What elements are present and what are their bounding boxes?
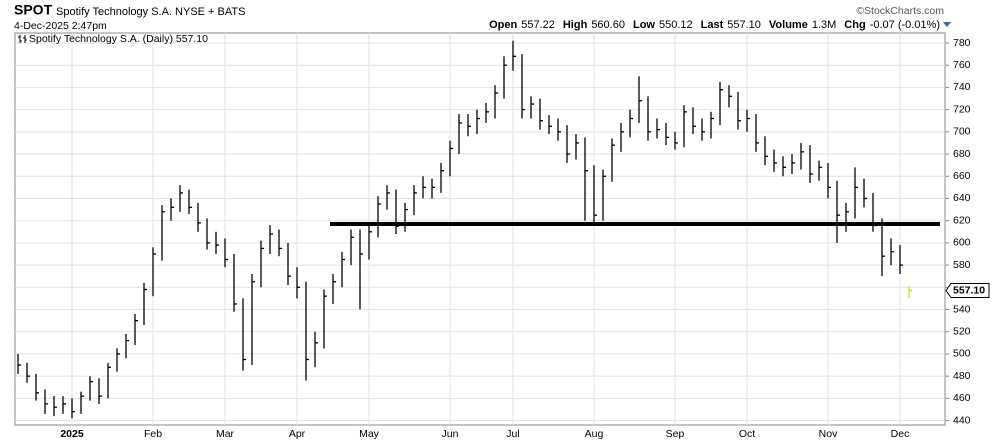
- x-tick-label: Oct: [739, 428, 755, 440]
- y-tick-label: 640: [953, 192, 971, 204]
- x-tick-label: 2025: [60, 428, 84, 440]
- last-price-box: [945, 283, 990, 299]
- y-tick-label: 780: [953, 37, 971, 49]
- y-tick-label: 520: [953, 326, 971, 338]
- y-tick-label: 760: [953, 59, 971, 71]
- ticker: SPOT: [14, 2, 53, 18]
- last-price-label: 557.10: [953, 284, 985, 296]
- x-tick-label: Dec: [891, 428, 910, 440]
- y-tick-label: 460: [953, 392, 971, 404]
- quote-value: 557.22: [521, 19, 555, 31]
- y-tick-label: 740: [953, 81, 971, 93]
- y-tick-label: 660: [953, 170, 971, 182]
- y-tick-label: 440: [953, 414, 971, 426]
- y-tick-label: 580: [953, 259, 971, 271]
- legend: Spotify Technology S.A. (Daily) 557.10: [29, 33, 208, 45]
- quote-label: Low: [633, 19, 655, 31]
- y-tick-label: 480: [953, 370, 971, 382]
- quote-value: 1.3M: [812, 19, 836, 31]
- quote-value: -0.07 (-0.01%): [870, 19, 940, 31]
- x-tick-label: Jul: [506, 428, 519, 440]
- x-tick-label: Apr: [289, 428, 306, 440]
- y-tick-label: 620: [953, 214, 971, 226]
- y-tick-label: 700: [953, 126, 971, 138]
- quote-line: Open 557.22 High 560.60 Low 550.12 Last 557.10 V…: [489, 19, 940, 31]
- plot-frame: [14, 32, 946, 426]
- y-tick-label: 500: [953, 348, 971, 360]
- quote-label: High: [563, 19, 588, 31]
- quote-value: 550.12: [659, 19, 693, 31]
- y-tick-label: 600: [953, 237, 971, 249]
- x-tick-label: Aug: [585, 428, 604, 440]
- quote-label: Chg: [844, 19, 865, 31]
- x-tick-label: May: [359, 428, 380, 440]
- x-tick-label: Mar: [216, 428, 235, 440]
- x-tick-label: Sep: [666, 428, 685, 440]
- quote-value: 560.60: [591, 19, 625, 31]
- quote-label: Volume: [769, 19, 808, 31]
- quote-value: 557.10: [727, 19, 761, 31]
- x-tick-label: Feb: [144, 428, 162, 440]
- date: 4-Dec-2025 2:47pm: [14, 20, 107, 32]
- menu-arrow[interactable]: [943, 22, 951, 27]
- y-tick-label: 680: [953, 148, 971, 160]
- quote-label: Last: [701, 19, 724, 31]
- y-tick-label: 720: [953, 103, 971, 115]
- source: ©StockCharts.com: [856, 5, 944, 17]
- y-tick-label: 540: [953, 303, 971, 315]
- x-tick-label: Jun: [442, 428, 459, 440]
- quote-label: Open: [489, 19, 517, 31]
- x-tick-label: Nov: [819, 428, 838, 440]
- subtitle: Spotify Technology S.A. NYSE + BATS: [56, 6, 245, 18]
- legend-icon: [18, 35, 27, 43]
